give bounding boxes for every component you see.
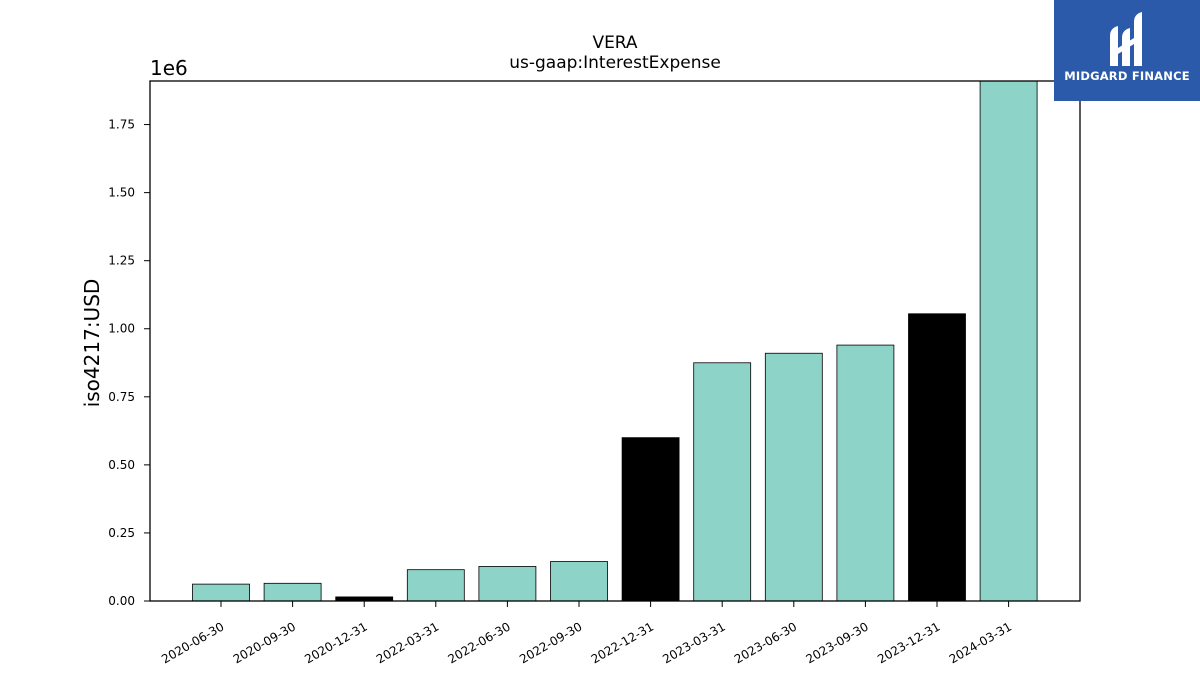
x-tick-label: 2022-12-31 [589,619,656,666]
x-tick-label: 2022-06-30 [445,619,512,666]
y-ticks-group: 0.00 0.25 0.50 0.75 1.00 1.25 1.50 1.75 [108,118,150,608]
x-tick-label: 2020-09-30 [231,619,298,666]
x-tick-label: 2020-12-31 [302,619,369,666]
bar-2022-12-31 [621,437,680,602]
x-ticks-group: 2020-06-30 2020-09-30 2020-12-31 2022-03-31… [159,601,1014,666]
x-tick-label: 2022-09-30 [517,619,584,666]
x-tick-label: 2022-03-31 [374,619,441,666]
bar-2022-03-31 [406,569,465,602]
bar-2020-09-30 [263,582,322,602]
y-offset-text: 1e6 [150,56,188,80]
y-tick-label: 1.00 [108,322,135,336]
bar-2023-06-30 [764,352,823,602]
bar-2023-09-30 [836,344,895,602]
x-tick-label: 2023-09-30 [803,619,870,666]
y-tick-label: 1.50 [108,186,135,200]
x-tick-label: 2023-03-31 [660,619,727,666]
bar-2023-12-31 [908,313,966,602]
chart-subtitle: us-gaap:InterestExpense [509,53,721,73]
x-tick-label: 2020-06-30 [159,619,226,666]
bar-2022-09-30 [550,561,608,602]
y-tick-label: 1.25 [108,254,135,268]
bar-2022-06-30 [478,566,537,602]
bar-2020-06-30 [192,583,250,602]
plot-frame [149,80,1081,602]
midgard-logo-icon [1110,12,1142,66]
bar-2023-03-31 [693,362,752,602]
midgard-finance-logo: MIDGARD FINANCE [1054,0,1200,101]
y-tick-label: 0.25 [108,526,135,540]
y-axis-label: iso4217:USD [80,279,104,408]
y-tick-label: 0.50 [108,458,135,472]
logo-text: MIDGARD FINANCE [1064,69,1190,83]
y-tick-label: 0.75 [108,390,135,404]
y-tick-label: 1.75 [108,118,135,132]
x-tick-label: 2024-03-31 [947,619,1014,666]
x-tick-label: 2023-06-30 [732,619,799,666]
bar-2024-03-31 [979,80,1038,602]
bars-group [192,80,1038,602]
y-tick-label: 0.00 [108,594,135,608]
x-tick-label: 2023-12-31 [875,619,942,666]
chart-title: VERA [592,33,637,53]
